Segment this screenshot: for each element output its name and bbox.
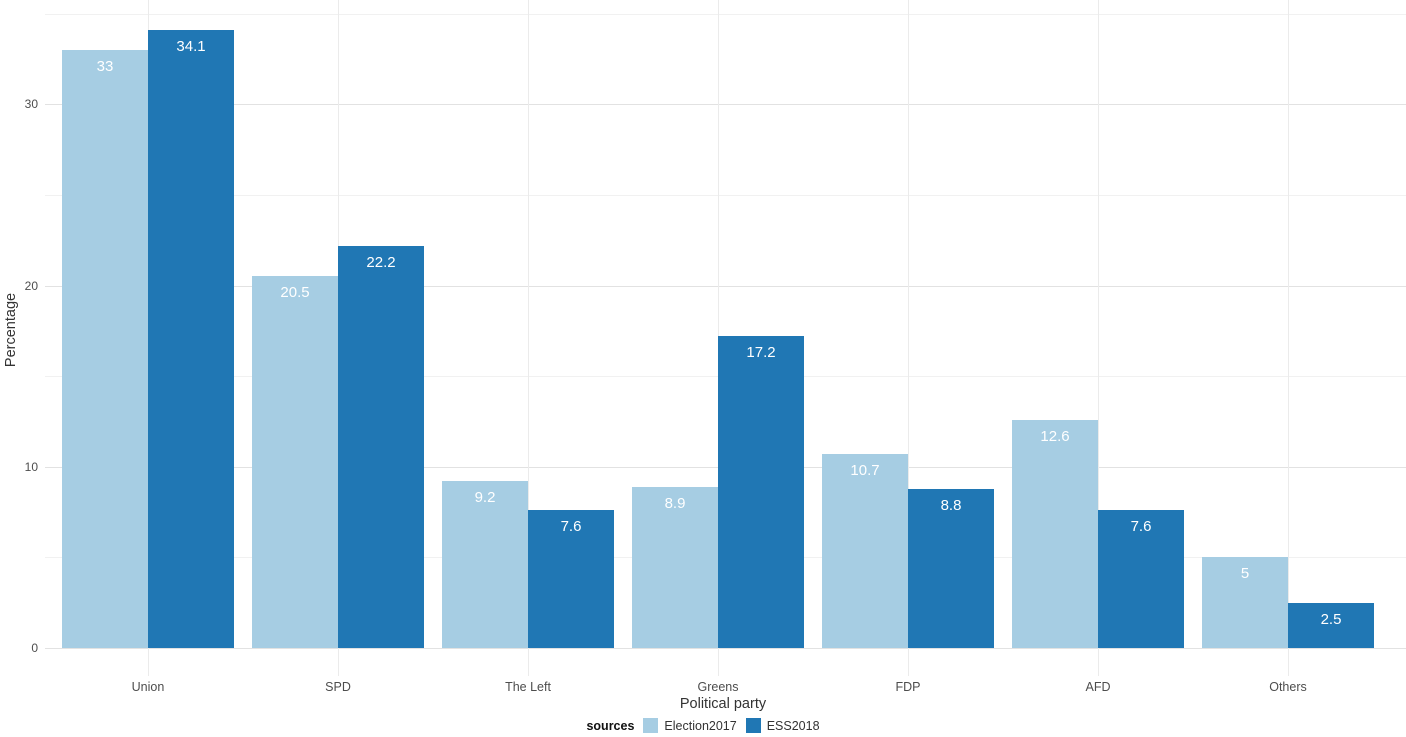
bar-value-label: 7.6 bbox=[560, 518, 582, 536]
legend: sources Election2017 ESS2018 bbox=[0, 718, 1406, 733]
bar-value-label: 34.1 bbox=[176, 37, 206, 55]
y-major-gridline bbox=[45, 104, 1406, 106]
bar-ess2018 bbox=[718, 336, 804, 648]
x-category-label: Others bbox=[1269, 680, 1307, 694]
x-category-label: Union bbox=[131, 680, 165, 694]
bar-value-label: 17.2 bbox=[746, 344, 776, 362]
bar-ess2018 bbox=[1098, 510, 1184, 648]
bar-value-label: 33 bbox=[96, 57, 114, 75]
legend-swatch-ess2018 bbox=[745, 718, 761, 733]
x-gridline bbox=[908, 0, 909, 676]
y-tick-label: 20 bbox=[24, 278, 38, 293]
x-category-label: The Left bbox=[505, 680, 551, 694]
x-gridline bbox=[1098, 0, 1099, 676]
y-tick-label: 30 bbox=[24, 97, 38, 112]
y-tick-label: 10 bbox=[24, 459, 38, 474]
y-major-gridline bbox=[45, 648, 1406, 649]
bar-value-label: 8.9 bbox=[664, 494, 686, 512]
bar-value-label: 2.5 bbox=[1320, 610, 1342, 628]
x-category-label: AFD bbox=[1085, 680, 1111, 694]
legend-label: Election2017 bbox=[664, 718, 737, 733]
bar-election2017 bbox=[442, 481, 528, 648]
bar-ess2018 bbox=[528, 510, 614, 648]
bar-election2017 bbox=[62, 49, 148, 648]
y-minor-gridline bbox=[45, 194, 1406, 196]
bar-election2017 bbox=[252, 276, 338, 648]
y-axis-title: Percentage bbox=[3, 292, 19, 368]
x-category-label: FDP bbox=[895, 680, 921, 694]
bar-ess2018 bbox=[338, 245, 424, 648]
bar-value-label: 12.6 bbox=[1040, 427, 1070, 445]
bar-ess2018 bbox=[1288, 602, 1374, 648]
bar-value-label: 7.6 bbox=[1130, 518, 1152, 536]
y-minor-gridline bbox=[45, 13, 1406, 15]
bar-value-label: 20.5 bbox=[280, 284, 310, 302]
x-axis-title: Political party bbox=[679, 696, 767, 712]
x-category-label: SPD bbox=[325, 680, 351, 694]
y-major-gridline bbox=[45, 285, 1406, 287]
bar-election2017 bbox=[1202, 557, 1288, 648]
x-gridline bbox=[1288, 0, 1289, 676]
bar-value-label: 5 bbox=[1240, 565, 1250, 583]
legend-item-ess2018: ESS2018 bbox=[745, 718, 820, 733]
bar-election2017 bbox=[822, 454, 908, 648]
bar-value-label: 10.7 bbox=[850, 462, 880, 480]
y-tick-label: 0 bbox=[31, 641, 38, 655]
legend-swatch-election2017 bbox=[643, 718, 659, 733]
bar-value-label: 9.2 bbox=[474, 489, 496, 507]
bar-election2017 bbox=[632, 486, 718, 648]
legend-title: sources bbox=[586, 718, 635, 733]
legend-item-election2017: Election2017 bbox=[643, 718, 737, 733]
x-gridline bbox=[528, 0, 529, 676]
bar-value-label: 8.8 bbox=[940, 496, 962, 514]
bar-ess2018 bbox=[908, 488, 994, 648]
legend-label: ESS2018 bbox=[766, 718, 820, 733]
bar-value-label: 22.2 bbox=[366, 253, 396, 271]
x-category-label: Greens bbox=[697, 680, 739, 694]
bar-ess2018 bbox=[148, 29, 234, 648]
bar-election2017 bbox=[1012, 419, 1098, 648]
